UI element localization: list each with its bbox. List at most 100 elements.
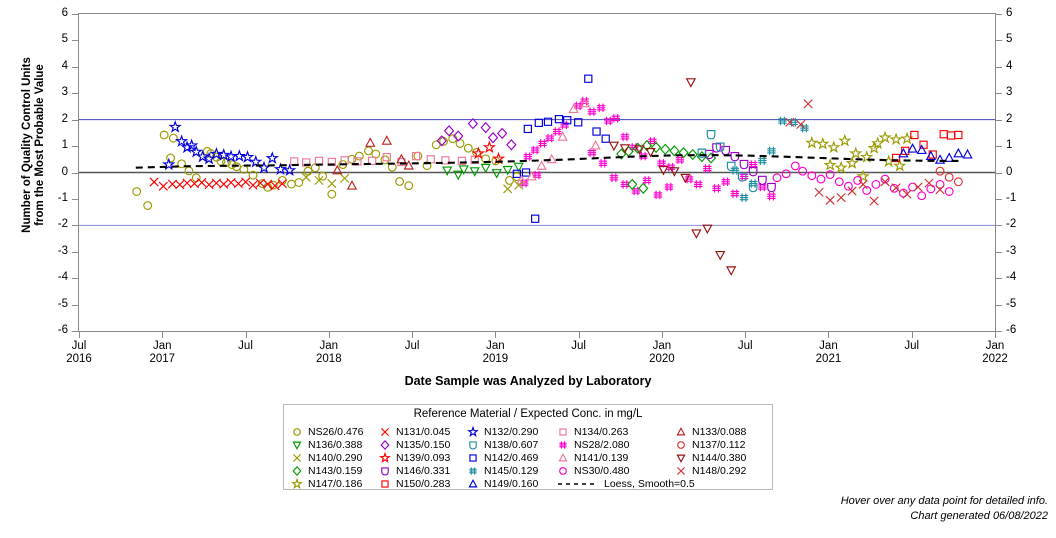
data-point[interactable] xyxy=(480,121,491,134)
data-point[interactable] xyxy=(505,175,514,185)
data-point[interactable] xyxy=(513,162,524,173)
data-point[interactable] xyxy=(249,154,263,168)
data-point[interactable] xyxy=(715,142,725,152)
data-point[interactable] xyxy=(189,144,203,158)
data-point[interactable] xyxy=(619,144,631,154)
data-point[interactable] xyxy=(202,151,216,165)
data-point[interactable] xyxy=(184,166,194,176)
data-point[interactable] xyxy=(898,188,908,198)
data-point[interactable] xyxy=(458,165,469,175)
data-point[interactable] xyxy=(845,156,859,169)
legend-entry-N134-0-263[interactable]: N134/0.263 xyxy=(556,425,674,438)
data-point[interactable] xyxy=(849,146,863,160)
data-point[interactable] xyxy=(847,186,857,196)
data-point[interactable] xyxy=(168,133,178,143)
data-point[interactable] xyxy=(889,183,899,193)
data-point[interactable] xyxy=(908,182,917,192)
data-point[interactable] xyxy=(463,143,473,153)
data-point[interactable] xyxy=(314,156,324,166)
data-point[interactable] xyxy=(209,147,224,160)
data-point[interactable] xyxy=(177,159,187,169)
data-point[interactable] xyxy=(712,143,721,153)
data-point[interactable] xyxy=(441,156,450,165)
data-point[interactable] xyxy=(807,171,817,181)
data-point[interactable] xyxy=(836,192,846,203)
data-point[interactable] xyxy=(174,134,189,147)
data-point[interactable] xyxy=(413,151,423,161)
data-point[interactable] xyxy=(158,181,168,191)
data-point[interactable] xyxy=(953,177,963,187)
data-point[interactable] xyxy=(871,179,881,189)
data-point[interactable] xyxy=(574,118,583,127)
data-point[interactable] xyxy=(487,131,499,144)
data-point[interactable] xyxy=(592,127,601,136)
data-point[interactable] xyxy=(893,158,907,172)
data-point[interactable] xyxy=(536,160,547,170)
data-point[interactable] xyxy=(825,170,835,180)
data-point[interactable] xyxy=(798,166,808,176)
data-point[interactable] xyxy=(382,153,391,162)
data-point[interactable] xyxy=(347,154,357,164)
legend-entry-N139-0-093[interactable]: N139/0.093 xyxy=(378,451,466,464)
data-point[interactable] xyxy=(314,175,324,186)
legend-entry-N138-0-607[interactable]: N138/0.607 xyxy=(466,438,556,451)
data-point[interactable] xyxy=(604,116,613,126)
data-point[interactable] xyxy=(543,117,553,126)
data-point[interactable] xyxy=(913,182,923,192)
data-point[interactable] xyxy=(552,127,562,136)
data-point[interactable] xyxy=(834,177,844,187)
legend-entry-NS30-0-480[interactable]: NS30/0.480 xyxy=(556,464,674,477)
data-point[interactable] xyxy=(526,170,537,181)
data-point[interactable] xyxy=(790,161,800,171)
data-point[interactable] xyxy=(853,175,863,185)
data-point[interactable] xyxy=(869,196,879,206)
data-point[interactable] xyxy=(471,146,486,160)
data-point[interactable] xyxy=(816,174,826,184)
legend-entry-N142-0-469[interactable]: N142/0.469 xyxy=(466,451,556,464)
data-point[interactable] xyxy=(273,162,288,175)
data-point[interactable] xyxy=(301,172,311,182)
legend-entry-N135-0-150[interactable]: N135/0.150 xyxy=(378,438,466,451)
data-point[interactable] xyxy=(902,189,912,199)
data-point[interactable] xyxy=(860,150,874,163)
data-point[interactable] xyxy=(694,180,703,189)
legend-entry-NS26-0-476[interactable]: NS26/0.476 xyxy=(290,425,378,438)
data-point[interactable] xyxy=(523,124,532,134)
data-point[interactable] xyxy=(946,131,956,140)
data-point[interactable] xyxy=(823,158,837,171)
data-point[interactable] xyxy=(880,174,890,184)
data-point[interactable] xyxy=(691,229,702,239)
legend-entry-N150-0-283[interactable]: N150/0.283 xyxy=(378,477,466,490)
data-point[interactable] xyxy=(184,138,199,152)
data-point[interactable] xyxy=(563,116,572,125)
data-point[interactable] xyxy=(687,148,698,161)
data-point[interactable] xyxy=(436,135,447,147)
data-point[interactable] xyxy=(748,182,758,193)
data-point[interactable] xyxy=(303,166,313,176)
data-point[interactable] xyxy=(767,146,776,156)
data-point[interactable] xyxy=(587,107,597,116)
legend-entry-N146-0-331[interactable]: N146/0.331 xyxy=(378,464,466,477)
data-point[interactable] xyxy=(730,151,740,162)
data-point[interactable] xyxy=(560,120,569,130)
legend-entry-N145-0-129[interactable]: N145/0.129 xyxy=(466,464,556,477)
data-point[interactable] xyxy=(263,179,273,189)
legend-entry-N141-0-139[interactable]: N141/0.139 xyxy=(556,451,674,464)
data-point[interactable] xyxy=(834,160,848,174)
data-point[interactable] xyxy=(739,193,749,202)
data-point[interactable] xyxy=(739,159,749,170)
data-point[interactable] xyxy=(371,149,381,159)
data-point[interactable] xyxy=(910,130,919,140)
data-point[interactable] xyxy=(545,133,555,143)
data-point[interactable] xyxy=(557,131,568,141)
data-point[interactable] xyxy=(467,117,479,130)
data-point[interactable] xyxy=(143,201,153,210)
data-point[interactable] xyxy=(240,150,255,163)
data-point[interactable] xyxy=(772,173,782,183)
data-point[interactable] xyxy=(844,181,853,191)
data-point[interactable] xyxy=(891,183,901,193)
data-point[interactable] xyxy=(767,182,776,193)
data-point[interactable] xyxy=(453,170,464,181)
data-point[interactable] xyxy=(944,152,955,162)
data-point[interactable] xyxy=(302,158,311,167)
